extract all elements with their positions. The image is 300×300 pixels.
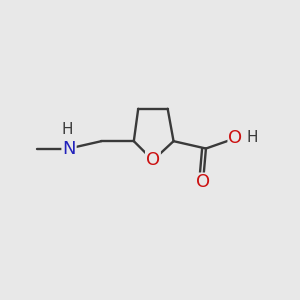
Text: N: N xyxy=(62,140,76,158)
Text: H: H xyxy=(246,130,258,145)
Text: O: O xyxy=(146,151,160,169)
Text: O: O xyxy=(228,129,242,147)
Text: O: O xyxy=(196,173,210,191)
Text: H: H xyxy=(62,122,73,137)
